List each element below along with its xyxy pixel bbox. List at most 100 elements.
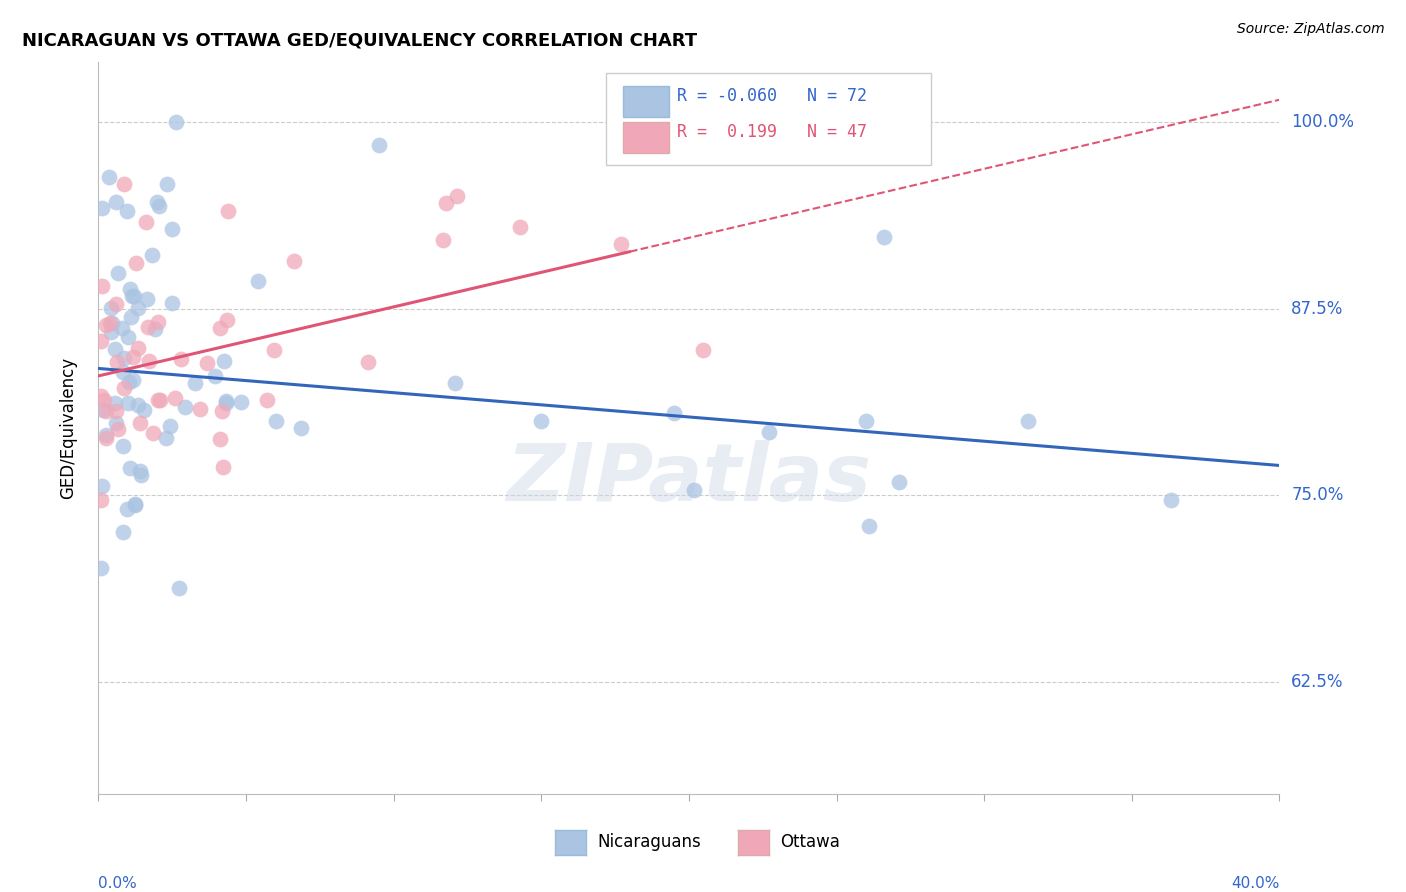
Point: [104, 416, 127, 430]
Point: [98, 316, 121, 330]
Point: [368, 137, 391, 152]
Point: [114, 381, 136, 395]
Point: [188, 401, 211, 416]
Point: [858, 519, 880, 533]
Point: [141, 247, 163, 261]
Point: [112, 365, 135, 379]
FancyBboxPatch shape: [623, 122, 669, 153]
Text: 62.5%: 62.5%: [1291, 673, 1344, 691]
Text: ZIPatlas: ZIPatlas: [506, 441, 872, 518]
Point: [127, 342, 149, 356]
Point: [115, 204, 138, 219]
Point: [107, 266, 129, 280]
Point: [170, 352, 193, 367]
Point: [509, 220, 531, 235]
Point: [214, 354, 236, 368]
Text: Source: ZipAtlas.com: Source: ZipAtlas.com: [1237, 22, 1385, 37]
Point: [212, 460, 235, 475]
Point: [217, 204, 239, 219]
Point: [664, 406, 686, 420]
Point: [94, 318, 117, 332]
Point: [215, 393, 238, 408]
Text: 40.0%: 40.0%: [1232, 876, 1279, 891]
FancyBboxPatch shape: [623, 86, 669, 117]
Point: [873, 230, 896, 244]
Point: [94, 404, 117, 418]
Point: [94, 428, 117, 442]
Point: [263, 343, 285, 357]
Point: [135, 215, 157, 229]
Point: [215, 396, 238, 410]
Point: [146, 315, 169, 329]
Point: [118, 375, 141, 389]
Point: [184, 376, 207, 390]
Point: [146, 194, 169, 209]
Text: R =  0.199   N = 47: R = 0.199 N = 47: [678, 123, 868, 141]
Point: [90, 560, 112, 574]
Point: [117, 396, 139, 410]
Point: [204, 368, 226, 383]
Point: [117, 330, 139, 344]
Text: 0.0%: 0.0%: [98, 876, 138, 891]
Text: Ottawa: Ottawa: [780, 833, 841, 851]
Point: [124, 288, 146, 302]
Point: [100, 326, 122, 340]
Point: [138, 354, 160, 368]
Point: [91, 278, 114, 293]
Point: [283, 253, 305, 268]
Text: 87.5%: 87.5%: [1291, 300, 1344, 318]
Point: [432, 233, 454, 247]
Point: [120, 461, 142, 475]
Point: [122, 350, 145, 364]
Point: [146, 392, 169, 407]
Point: [165, 115, 187, 129]
Point: [110, 321, 132, 335]
Point: [156, 177, 179, 191]
Point: [143, 322, 166, 336]
Point: [290, 421, 312, 435]
Point: [208, 321, 231, 335]
Point: [91, 201, 114, 215]
Point: [127, 398, 149, 412]
Point: [1018, 414, 1040, 428]
Y-axis label: GED/Equivalency: GED/Equivalency: [59, 357, 77, 500]
Point: [434, 196, 457, 211]
Point: [127, 301, 149, 316]
Point: [246, 274, 269, 288]
Text: 75.0%: 75.0%: [1291, 486, 1344, 504]
Point: [160, 222, 183, 236]
Point: [159, 418, 181, 433]
Point: [155, 431, 177, 445]
Point: [112, 177, 135, 191]
Point: [163, 392, 186, 406]
Point: [136, 292, 159, 306]
Point: [105, 194, 128, 209]
Point: [167, 582, 190, 596]
Point: [100, 301, 122, 315]
Point: [124, 497, 146, 511]
Text: Nicaraguans: Nicaraguans: [598, 833, 702, 851]
Point: [174, 401, 197, 415]
Point: [446, 188, 468, 202]
Point: [121, 289, 143, 303]
Point: [229, 394, 252, 409]
Point: [610, 236, 633, 251]
FancyBboxPatch shape: [606, 73, 931, 165]
Point: [104, 396, 127, 410]
Text: 100.0%: 100.0%: [1291, 113, 1354, 131]
Point: [129, 468, 152, 483]
Point: [160, 296, 183, 310]
Point: [1160, 493, 1182, 508]
Point: [357, 355, 380, 369]
Point: [855, 414, 877, 428]
Point: [256, 392, 278, 407]
Point: [104, 297, 127, 311]
Point: [124, 498, 146, 512]
Point: [98, 169, 121, 184]
Point: [211, 403, 233, 417]
Point: [90, 493, 112, 508]
Point: [132, 403, 155, 417]
Point: [112, 351, 135, 366]
Text: NICARAGUAN VS OTTAWA GED/EQUIVALENCY CORRELATION CHART: NICARAGUAN VS OTTAWA GED/EQUIVALENCY COR…: [21, 32, 697, 50]
Point: [105, 354, 128, 368]
